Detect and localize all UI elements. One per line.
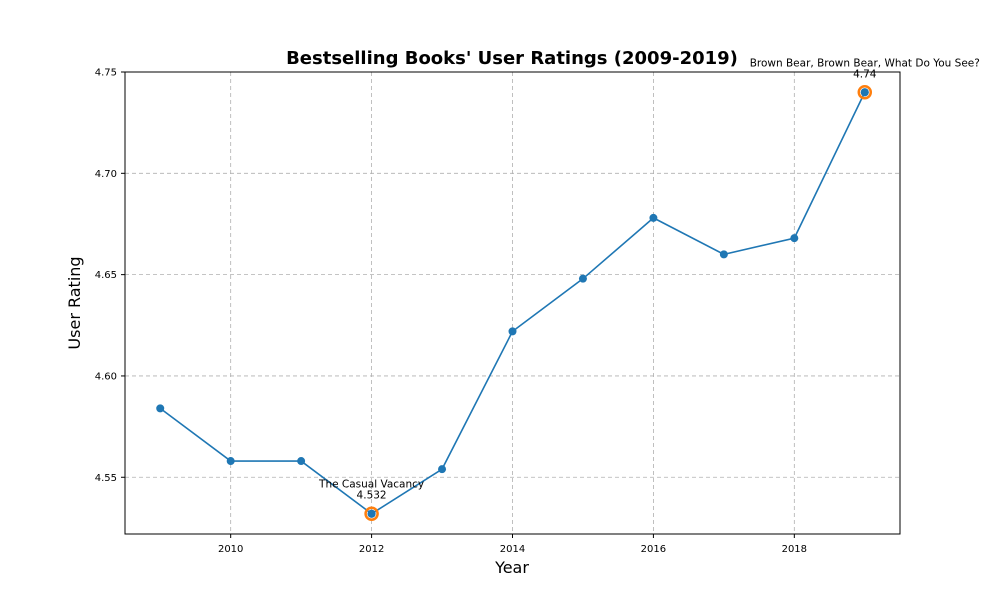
x-tick-label: 2016 xyxy=(641,544,666,555)
annotation-book-title: Brown Bear, Brown Bear, What Do You See? xyxy=(750,57,980,69)
highlight-point xyxy=(367,509,376,518)
x-axis-label: Year xyxy=(494,558,529,577)
y-tick-label: 4.60 xyxy=(95,371,117,382)
data-point xyxy=(649,213,658,222)
highlight-ring xyxy=(364,506,379,521)
data-point xyxy=(438,465,447,474)
annotation-value: 4.74 xyxy=(853,68,877,80)
chart-title: Bestselling Books' User Ratings (2009-20… xyxy=(286,48,738,69)
x-tick-label: 2018 xyxy=(782,544,807,555)
highlight-ring xyxy=(857,85,873,100)
series-layer xyxy=(156,88,869,518)
data-point xyxy=(578,274,587,283)
highlight-point xyxy=(860,88,869,97)
data-point xyxy=(226,457,235,466)
grid xyxy=(125,71,900,534)
y-tick-label: 4.65 xyxy=(95,270,117,281)
annotation-book-title: The Casual Vacancy xyxy=(318,479,424,491)
annotation-value: 4.532 xyxy=(357,490,387,502)
x-tick-label: 2014 xyxy=(500,544,525,555)
x-tick-label: 2010 xyxy=(218,544,243,555)
data-point xyxy=(156,404,165,413)
data-point xyxy=(719,250,728,259)
y-tick-label: 4.75 xyxy=(95,68,117,79)
data-point xyxy=(508,327,517,336)
data-point xyxy=(297,457,306,466)
y-tick-label: 4.70 xyxy=(95,169,117,180)
y-axis-label: User Rating xyxy=(65,256,84,349)
ticks: 2010 2012 2014 2016 2018 4.55 4.60 4.65 4.70 4.75 xyxy=(95,68,807,556)
data-point xyxy=(790,234,799,243)
highlight-layer xyxy=(364,85,873,521)
y-tick-label: 4.55 xyxy=(95,473,117,484)
x-tick-label: 2012 xyxy=(359,544,384,555)
